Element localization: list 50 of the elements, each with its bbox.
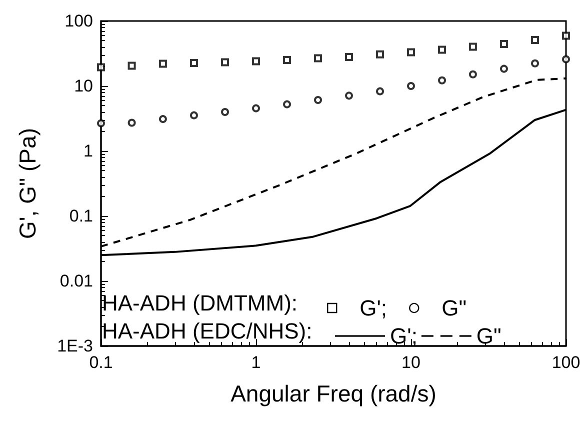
- x-tick-label: 0.1: [89, 353, 113, 372]
- point: [314, 54, 322, 62]
- y-tick-label: 100: [64, 12, 93, 30]
- point: [407, 82, 415, 90]
- legend-label: G';: [390, 324, 418, 348]
- point: [345, 53, 353, 62]
- point: [531, 36, 540, 44]
- point: [468, 42, 477, 51]
- point: [158, 60, 167, 68]
- point: [562, 32, 570, 40]
- point: [468, 70, 477, 78]
- point: [531, 59, 540, 68]
- point: [190, 58, 198, 67]
- point: [376, 50, 384, 58]
- point: [158, 115, 167, 124]
- x-tick-label: 100: [552, 353, 580, 372]
- y-tick-label: 1: [84, 142, 93, 160]
- y-tick-label: 0.1: [69, 206, 93, 226]
- point: [190, 111, 198, 120]
- y-tick-label: 1E-3: [57, 336, 93, 356]
- legend-label: G": [476, 324, 502, 348]
- point: [128, 62, 136, 70]
- point: [283, 100, 292, 108]
- y-tick-label: 10: [74, 76, 93, 96]
- annotation: HA-ADH (EDC/NHS):: [102, 318, 312, 344]
- point: [407, 48, 415, 56]
- y-tick-label: 0.01: [60, 272, 93, 290]
- point: [221, 58, 230, 66]
- point: [345, 92, 353, 100]
- x-tick-label: 10: [402, 353, 420, 372]
- point: [438, 76, 446, 84]
- point: [128, 118, 136, 127]
- point: [252, 104, 260, 112]
- point: [252, 57, 260, 66]
- point: [500, 40, 508, 48]
- point: [314, 96, 322, 104]
- point: [221, 108, 230, 116]
- point: [97, 63, 105, 72]
- x-axis-title: Angular Freq (rad/s): [230, 380, 436, 406]
- point: [376, 87, 384, 96]
- point: [500, 64, 508, 73]
- point: [562, 55, 570, 64]
- y-axis-title: G', G" (Pa): [14, 128, 40, 239]
- point: [97, 119, 105, 128]
- legend-label: G": [442, 296, 467, 320]
- legend-label: G';: [360, 296, 388, 320]
- annotation: HA-ADH (DMTMM):: [102, 290, 298, 316]
- point: [283, 56, 292, 64]
- x-tick-label: 1: [251, 353, 261, 372]
- point: [438, 46, 446, 54]
